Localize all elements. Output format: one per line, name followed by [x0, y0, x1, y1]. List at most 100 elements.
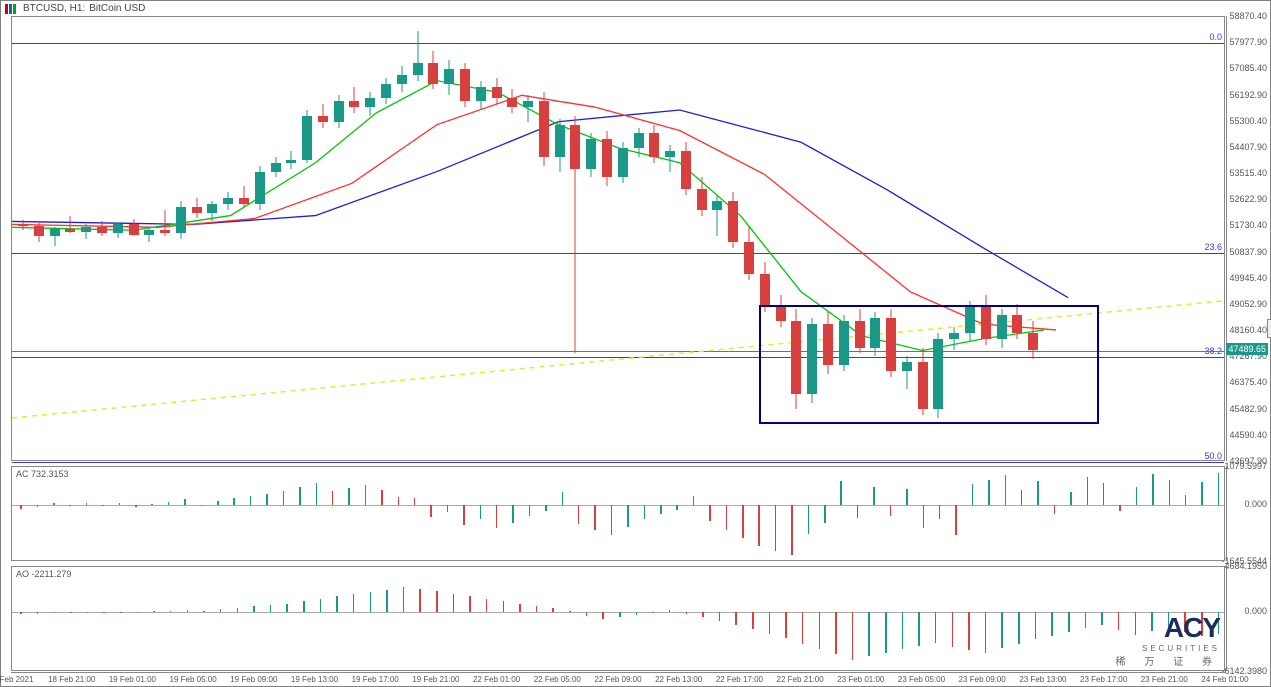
- time-label: 19 Feb 05:00: [170, 675, 217, 684]
- histogram-bar: [918, 612, 920, 646]
- osc-y-label: 0.000: [1244, 499, 1267, 509]
- histogram-bar: [237, 608, 239, 613]
- histogram-bar: [906, 489, 908, 505]
- price-label: 57977.90: [1229, 37, 1267, 47]
- histogram-bar: [676, 505, 678, 510]
- histogram-bar: [1169, 480, 1171, 505]
- price-label: 51730.40: [1229, 220, 1267, 230]
- histogram-bar: [636, 612, 638, 614]
- histogram-bar: [1070, 492, 1072, 504]
- histogram-bar: [20, 612, 22, 614]
- histogram-bar: [37, 505, 39, 508]
- histogram-bar: [627, 505, 629, 527]
- ao-label: AO -2211.279: [16, 569, 71, 579]
- chart-container: BTCUSD, H1: BitCoin USD 0.023.638.250.0 …: [0, 0, 1271, 687]
- vertical-scale-button[interactable]: 垂直比例: [1267, 319, 1271, 338]
- histogram-bar: [233, 498, 235, 504]
- histogram-bar: [952, 612, 954, 646]
- histogram-bar: [726, 505, 728, 530]
- histogram-bar: [939, 505, 941, 520]
- histogram-bar: [403, 587, 405, 612]
- logo-text: ACY: [1116, 612, 1220, 644]
- osc-y-label: 1079.5997: [1224, 461, 1267, 471]
- histogram-bar: [1068, 612, 1070, 631]
- histogram-bar: [586, 612, 588, 615]
- histogram-bar: [370, 592, 372, 612]
- time-label: 22 Feb 05:00: [534, 675, 581, 684]
- histogram-bar: [835, 612, 837, 654]
- histogram-bar: [1018, 612, 1020, 643]
- histogram-bar: [266, 494, 268, 505]
- histogram-bar: [436, 591, 438, 612]
- price-label: 53515.40: [1229, 168, 1267, 178]
- histogram-bar: [253, 606, 255, 612]
- candlestick: [523, 17, 533, 462]
- histogram-bar: [37, 612, 39, 613]
- histogram-bar: [135, 505, 137, 507]
- candlestick: [334, 17, 344, 462]
- candlestick: [476, 17, 486, 462]
- price-label: 52622.90: [1229, 194, 1267, 204]
- histogram-bar: [336, 596, 338, 612]
- histogram-bar: [885, 612, 887, 653]
- histogram-bar: [735, 612, 737, 624]
- histogram-bar: [968, 612, 970, 650]
- time-label: 22 Feb 21:00: [777, 675, 824, 684]
- candlestick: [349, 17, 359, 462]
- histogram-bar: [1101, 612, 1103, 624]
- ac-y-axis[interactable]: 1079.59970.000-1645.5544: [1226, 466, 1269, 561]
- candlestick: [50, 17, 60, 462]
- ac-oscillator-panel[interactable]: AC 732.3153: [11, 466, 1225, 561]
- price-y-axis[interactable]: 58870.4057977.9057085.4056192.9055300.40…: [1226, 16, 1269, 461]
- candlestick: [618, 17, 628, 462]
- candlestick: [697, 17, 707, 462]
- histogram-bar: [69, 505, 71, 506]
- histogram-bar: [785, 612, 787, 638]
- candlestick: [129, 17, 139, 462]
- time-label: 23 Feb 01:00: [837, 675, 884, 684]
- candlestick: [81, 17, 91, 462]
- candlestick: [381, 17, 391, 462]
- candlestick: [144, 17, 154, 462]
- histogram-bar: [283, 491, 285, 505]
- histogram-bar: [1021, 490, 1023, 505]
- time-label: 22 Feb 09:00: [594, 675, 641, 684]
- price-label: 58870.40: [1229, 11, 1267, 21]
- histogram-bar: [332, 491, 334, 504]
- histogram-bar: [365, 485, 367, 505]
- histogram-bar: [299, 487, 301, 505]
- histogram-bar: [120, 612, 122, 613]
- histogram-bar: [353, 594, 355, 612]
- price-label: 55300.40: [1229, 116, 1267, 126]
- main-price-chart[interactable]: 0.023.638.250.0: [11, 16, 1225, 461]
- histogram-bar: [752, 612, 754, 629]
- candlestick: [397, 17, 407, 462]
- time-label: 19 Feb 09:00: [230, 675, 277, 684]
- histogram-bar: [988, 480, 990, 505]
- candlestick: [302, 17, 312, 462]
- time-label: 19 Feb 13:00: [291, 675, 338, 684]
- ao-y-axis[interactable]: 4684.19500.000-6142.3980: [1226, 566, 1269, 671]
- histogram-bar: [594, 505, 596, 530]
- time-x-axis[interactable]: 18 Feb 202118 Feb 21:0019 Feb 01:0019 Fe…: [11, 672, 1225, 686]
- candlestick: [18, 17, 28, 462]
- ao-oscillator-panel[interactable]: AO -2211.279: [11, 566, 1225, 671]
- current-price-tag: 47489.65: [1226, 343, 1268, 355]
- histogram-bar: [702, 612, 704, 617]
- histogram-bar: [669, 610, 671, 613]
- broker-logo: ACY SECURITIES 稀 万 证 券: [1116, 612, 1220, 668]
- histogram-bar: [447, 505, 449, 513]
- time-label: 19 Feb 01:00: [109, 675, 156, 684]
- histogram-bar: [1037, 481, 1039, 505]
- symbol-desc: BitCoin USD: [89, 3, 145, 14]
- candlestick: [649, 17, 659, 462]
- histogram-bar: [20, 505, 22, 509]
- histogram-bar: [791, 505, 793, 556]
- histogram-bar: [1119, 505, 1121, 511]
- histogram-bar: [303, 601, 305, 612]
- candlestick: [728, 17, 738, 462]
- candlestick: [712, 17, 722, 462]
- histogram-bar: [852, 612, 854, 659]
- histogram-bar: [569, 611, 571, 613]
- price-label: 44590.40: [1229, 430, 1267, 440]
